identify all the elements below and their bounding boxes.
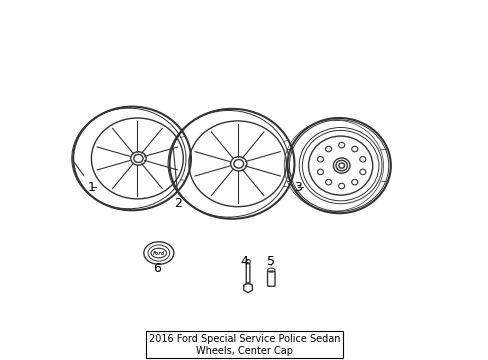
Text: 6: 6 <box>153 262 161 275</box>
Text: 4: 4 <box>240 256 248 269</box>
Text: Ford: Ford <box>152 251 164 256</box>
Text: 2016 Ford Special Service Police Sedan
Wheels, Center Cap: 2016 Ford Special Service Police Sedan W… <box>148 334 340 356</box>
Text: 2: 2 <box>173 149 182 210</box>
Text: 5: 5 <box>267 256 275 269</box>
Text: 3: 3 <box>286 168 302 194</box>
Text: 1: 1 <box>73 161 96 194</box>
